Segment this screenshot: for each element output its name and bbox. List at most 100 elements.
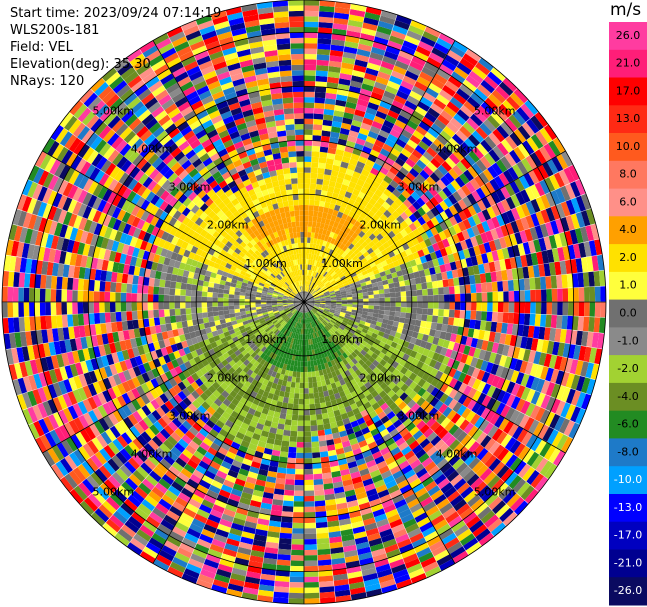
velocity-bin [271,347,277,354]
velocity-bin [343,208,351,216]
velocity-bin [342,117,353,125]
velocity-bin [369,370,377,378]
velocity-bin [345,234,352,241]
velocity-bin [319,297,326,300]
velocity-bin [252,317,259,322]
velocity-bin [282,322,287,328]
velocity-bin [262,354,269,361]
velocity-bin [522,448,535,464]
velocity-bin [310,178,317,184]
velocity-bin [468,441,480,454]
velocity-bin [392,124,404,134]
velocity-bin [424,356,433,366]
velocity-bin [392,494,405,504]
velocity-bin [178,453,190,464]
velocity-bin [367,154,378,163]
velocity-bin [539,127,553,143]
velocity-bin [336,211,344,219]
velocity-bin [329,136,339,144]
velocity-bin [105,428,117,442]
velocity-bin [472,444,485,457]
velocity-bin [295,458,304,464]
velocity-bin [310,232,315,239]
velocity-bin [368,327,375,333]
velocity-bin [207,514,221,524]
velocity-bin [382,433,393,442]
velocity-bin [251,494,263,503]
velocity-bin [354,486,366,495]
velocity-bin [323,223,329,231]
velocity-bin [257,369,264,377]
velocity-bin [356,346,363,353]
velocity-bin [403,124,416,135]
velocity-bin [393,316,400,322]
velocity-bin [462,207,472,219]
velocity-bin [444,208,454,219]
velocity-bin [360,247,367,255]
velocity-bin [315,354,320,360]
velocity-bin [181,320,188,328]
velocity-bin [476,223,486,235]
velocity-bin [471,190,482,202]
velocity-bin [261,308,268,311]
velocity-bin [545,367,554,382]
velocity-bin [326,439,335,446]
velocity-bin [247,471,258,480]
velocity-bin [501,199,511,212]
velocity-bin [512,110,526,126]
velocity-bin [407,454,419,465]
velocity-bin [66,437,78,452]
velocity-bin [426,281,433,289]
velocity-bin [318,268,323,274]
velocity-bin [178,492,191,503]
velocity-bin [344,191,353,199]
velocity-bin [435,213,444,224]
velocity-bin [310,167,318,174]
velocity-bin [204,470,216,480]
velocity-bin [171,481,184,492]
velocity-bin [257,315,264,320]
velocity-bin [336,300,342,302]
velocity-bin [309,310,314,316]
velocity-bin [37,387,48,403]
velocity-bin [545,382,556,397]
velocity-bin [107,375,117,388]
velocity-bin [304,474,314,480]
velocity-bin [497,447,510,462]
velocity-bin [347,321,354,327]
velocity-bin [403,199,413,208]
velocity-bin [337,271,344,277]
velocity-bin [408,568,425,579]
velocity-bin [119,448,132,461]
velocity-bin [314,102,325,109]
velocity-bin [465,355,474,366]
velocity-bin [491,387,502,400]
velocity-bin [292,309,297,314]
velocity-bin [285,323,290,330]
velocity-bin [114,422,126,436]
velocity-bin [472,524,488,538]
velocity-bin [304,253,307,259]
velocity-bin [530,289,536,302]
velocity-bin [290,430,298,437]
velocity-bin [296,366,301,372]
velocity-bin [341,383,349,391]
velocity-bin [341,365,349,372]
velocity-bin [83,313,90,326]
velocity-bin [488,132,501,146]
velocity-bin [503,302,509,313]
velocity-bin [307,361,311,367]
velocity-bin [571,390,581,406]
velocity-bin [359,88,372,97]
velocity-bin [219,518,233,528]
velocity-bin [439,558,455,571]
velocity-bin [484,514,499,528]
velocity-bin [460,533,476,546]
velocity-bin [62,327,70,340]
velocity-bin [414,187,425,198]
velocity-bin [196,307,203,314]
velocity-bin [309,259,313,266]
velocity-bin [361,377,369,385]
velocity-bin [427,107,440,119]
velocity-bin [311,290,316,295]
